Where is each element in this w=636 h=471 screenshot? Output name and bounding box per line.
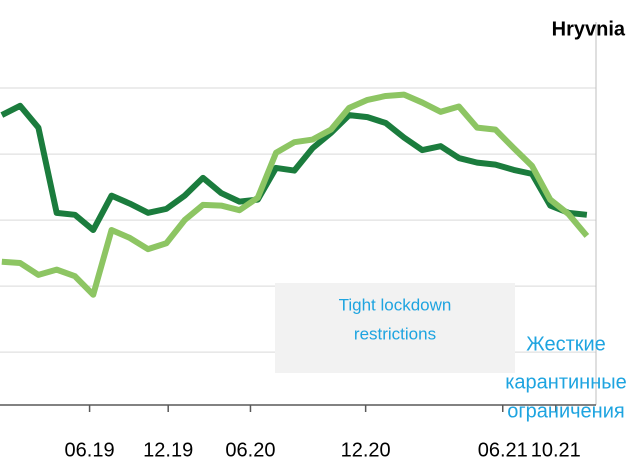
annotation: restrictions [354,324,436,343]
x-tick-label: 10.21 [531,439,581,461]
x-tick-label: 06.21 [478,439,528,461]
annotation: Tight lockdown [339,295,452,314]
x-tick-label: 12.20 [341,439,391,461]
x-tick-label: 06.20 [225,439,275,461]
x-tick-label: 12.19 [143,439,193,461]
series-line [0,102,588,234]
chart-title: Hryvnia [552,18,626,40]
x-tick-label: 06.19 [65,439,115,461]
annotation: карантинные [505,371,627,393]
annotation: ограничения [507,400,624,422]
annotation: Жесткие [526,333,606,355]
series-line [1,91,590,298]
annotation-box [275,283,515,373]
